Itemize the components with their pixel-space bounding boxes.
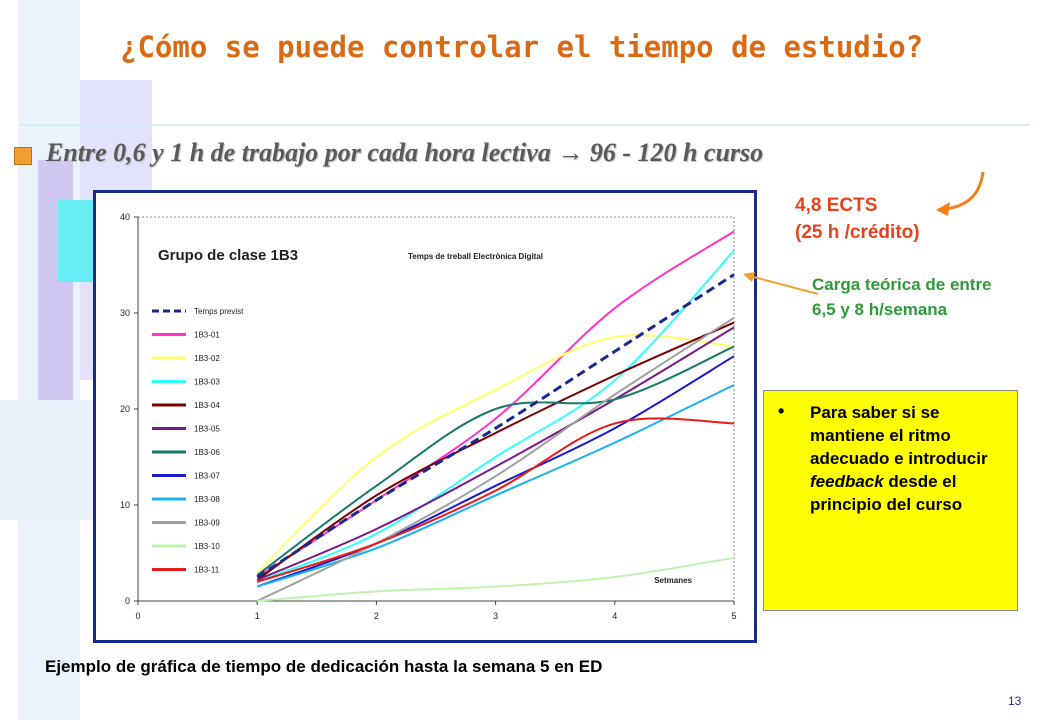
legend-label: 1B3-04 (194, 401, 220, 410)
x-tick-label: 1 (255, 611, 260, 621)
x-tick-label: 4 (612, 611, 617, 621)
series-line-1b3-04 (256, 321, 735, 581)
title-divider (20, 124, 1030, 126)
series-line-1b3-06 (256, 345, 735, 576)
deco-block-5 (0, 400, 93, 520)
chart-title: Temps de treball Electrònica Digital (408, 252, 543, 261)
legend-label: 1B3-09 (194, 519, 220, 528)
series-line-temps-previst (256, 273, 735, 579)
ects-line-2: (25 h /crédito) (795, 222, 920, 243)
y-tick-label: 10 (120, 500, 130, 510)
legend-label: 1B3-02 (194, 354, 220, 363)
series-line-1b3-05 (256, 326, 735, 581)
deco-block-4 (58, 200, 94, 282)
chart-overlay-label: Grupo de clase 1B3 (158, 247, 298, 264)
series-line-1b3-03 (256, 249, 735, 583)
legend-label: 1B3-10 (194, 542, 220, 551)
legend-label: 1B3-06 (194, 448, 220, 457)
carga-pointer-line (745, 274, 819, 295)
series-line-1b3-10 (257, 556, 735, 602)
page-title: ¿Cómo se puede controlar el tiempo de es… (120, 30, 924, 64)
legend-label: 1B3-08 (194, 495, 220, 504)
x-axis-label: Setmanes (654, 576, 692, 585)
legend-label: Temps previst (194, 307, 244, 316)
ects-curved-arrow (937, 171, 985, 212)
callout-text: Para saber si se mantiene el ritmo adecu… (810, 401, 1010, 516)
x-tick-label: 2 (374, 611, 379, 621)
legend-label: 1B3-07 (194, 472, 220, 481)
series-line-1b3-02 (256, 334, 735, 573)
y-tick-label: 20 (120, 404, 130, 414)
ects-line-1: 4,8 ECTS (795, 195, 878, 216)
x-tick-label: 0 (135, 611, 140, 621)
callout-text-em: feedback (810, 472, 884, 491)
series-line-1b3-08 (256, 384, 735, 588)
callout-box: • Para saber si se mantiene el ritmo ade… (763, 390, 1018, 611)
series-line-1b3-09 (256, 316, 735, 602)
y-tick-label: 0 (125, 596, 130, 606)
y-tick-label: 40 (120, 212, 130, 222)
line-chart: 0 10 20 30 40 0 1 2 3 4 5 Temps previst 1B3-01 1B3-02… (120, 212, 737, 621)
ects-arrowhead-icon (936, 202, 950, 216)
chart-frame: 0 10 20 30 40 0 1 2 3 4 5 Temps previst 1B3-01 1B3-02… (93, 190, 757, 643)
series-line-1b3-07 (256, 355, 735, 588)
ects-note: 4,8 ECTS (25 h /crédito) (795, 192, 920, 246)
callout-text-b: desde el principio del curso (810, 472, 963, 514)
callout-text-a: Para saber si se mantiene el ritmo adecu… (810, 403, 988, 468)
series-line-1b3-11 (256, 417, 735, 583)
carga-note: Carga teórica de entre 6,5 y 8 h/semana (812, 275, 992, 319)
bullet-text: Entre 0,6 y 1 h de trabajo por cada hora… (46, 138, 764, 167)
page-number: 13 (1008, 694, 1022, 708)
callout-bullet-icon: • (778, 401, 785, 421)
chart-caption: Ejemplo de gráfica de tiempo de dedicaci… (45, 657, 603, 676)
bullet-square-icon (14, 147, 32, 165)
x-tick-label: 3 (493, 611, 498, 621)
legend-label: 1B3-11 (194, 566, 220, 575)
legend-label: 1B3-01 (194, 331, 220, 340)
x-tick-label: 5 (731, 611, 736, 621)
legend-label: 1B3-05 (194, 425, 220, 434)
legend-label: 1B3-03 (194, 378, 220, 387)
y-tick-label: 30 (120, 308, 130, 318)
carga-arrowhead-icon (743, 272, 755, 282)
